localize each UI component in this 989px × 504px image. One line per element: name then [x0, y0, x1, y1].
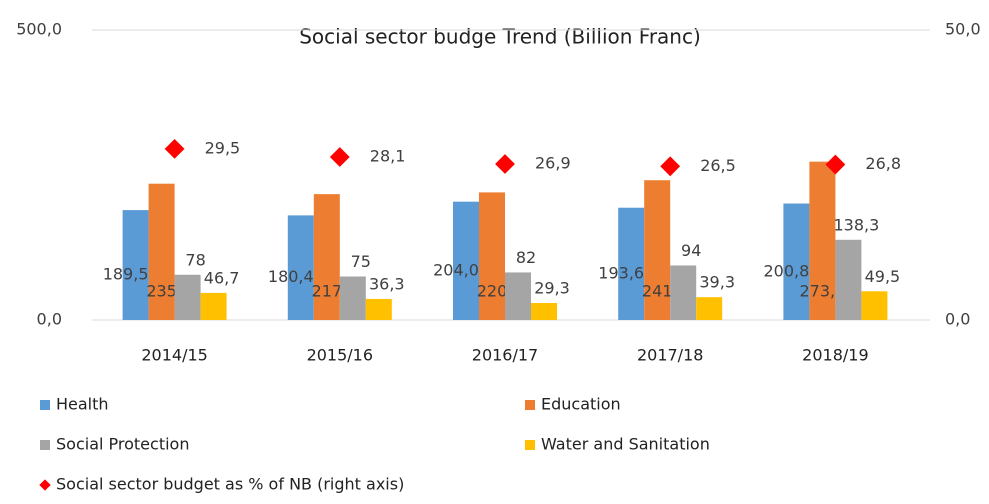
y-tick-label: 500,0 — [16, 20, 62, 39]
data-label: 26,5 — [700, 156, 736, 175]
bar — [644, 180, 671, 320]
legend-label: Social Protection — [56, 435, 189, 454]
bar — [835, 239, 862, 320]
y-tick-label: 0,0 — [37, 310, 62, 329]
legend-label: Health — [56, 395, 109, 414]
data-label: 138,3 — [833, 215, 879, 234]
y2-tick-label: 50,0 — [945, 20, 981, 39]
data-label: 241 — [642, 282, 673, 301]
x-tick-label: 2014/15 — [141, 346, 207, 365]
data-label: 29,5 — [205, 138, 241, 157]
legend-swatch — [525, 400, 535, 410]
bar — [148, 183, 175, 320]
data-label: 235 — [146, 282, 177, 301]
legend-swatch — [40, 400, 50, 410]
marker — [495, 154, 515, 174]
data-label: 180,4 — [268, 267, 314, 286]
legend-swatch — [525, 440, 535, 450]
bar — [670, 265, 697, 320]
marker — [660, 156, 681, 177]
data-label: 217 — [312, 282, 343, 301]
bar — [783, 203, 810, 320]
x-tick-label: 2016/17 — [472, 346, 538, 365]
bar — [479, 192, 505, 320]
bar — [287, 215, 314, 320]
marker — [329, 147, 350, 167]
marker — [164, 139, 185, 159]
data-label: 36,3 — [369, 274, 405, 293]
legend-swatch — [39, 479, 51, 491]
x-tick-label: 2018/19 — [802, 346, 868, 365]
data-label: 94 — [681, 241, 701, 260]
data-label: 49,5 — [865, 267, 901, 286]
bar — [339, 276, 366, 320]
data-label: 82 — [516, 248, 536, 267]
bar — [122, 210, 149, 320]
y2-tick-label: 0,0 — [945, 310, 970, 329]
bar — [365, 298, 392, 320]
data-label: 193,6 — [598, 263, 644, 282]
data-label: 273,0 — [799, 282, 845, 301]
bar — [313, 194, 340, 320]
legend-label: Education — [541, 395, 621, 414]
legend-label: Social sector budget as % of NB (right a… — [56, 475, 404, 494]
data-label: 46,7 — [204, 268, 240, 287]
data-label: 28,1 — [370, 147, 406, 166]
bar — [618, 207, 645, 320]
legend-swatch — [40, 440, 50, 450]
data-label: 26,8 — [865, 154, 901, 173]
chart-title: Social sector budge Trend (Billion Franc… — [299, 25, 701, 49]
legend-label: Water and Sanitation — [541, 435, 710, 454]
bar — [174, 274, 201, 320]
data-label: 220 — [477, 282, 508, 301]
bar — [696, 297, 723, 320]
data-label: 189,5 — [103, 265, 149, 284]
bar — [200, 292, 227, 320]
data-label: 26,9 — [535, 153, 571, 172]
bar — [505, 272, 531, 320]
x-tick-label: 2015/16 — [307, 346, 373, 365]
data-label: 204,0 — [433, 260, 479, 279]
bar — [809, 161, 836, 320]
data-label: 200,8 — [763, 261, 809, 280]
data-label: 78 — [185, 250, 205, 269]
data-label: 75 — [351, 252, 371, 271]
bar — [531, 303, 557, 320]
bar — [453, 201, 479, 320]
bar — [861, 291, 888, 320]
data-label: 29,3 — [534, 279, 570, 298]
x-tick-label: 2017/18 — [637, 346, 703, 365]
data-label: 39,3 — [699, 273, 735, 292]
